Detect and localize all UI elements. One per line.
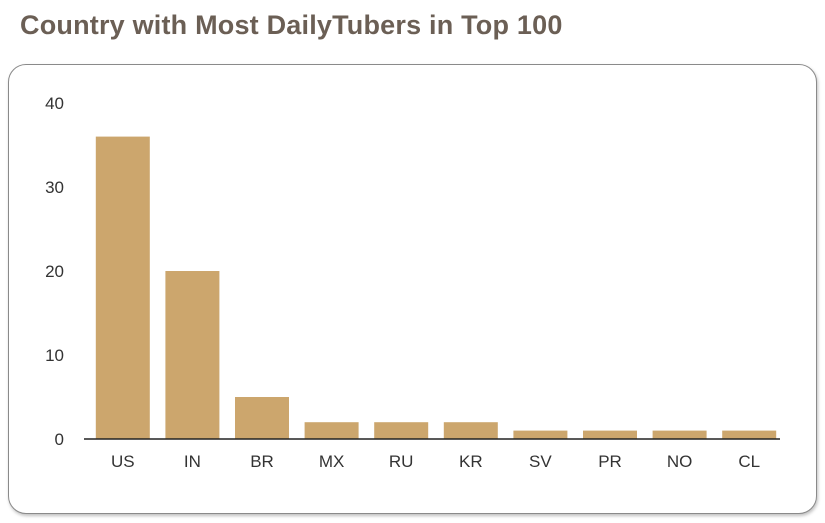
bar-us[interactable] xyxy=(95,136,150,439)
chart-title: Country with Most DailyTubers in Top 100 xyxy=(20,10,563,40)
x-tick-label-sv: SV xyxy=(529,452,552,471)
bars-group xyxy=(95,136,777,439)
x-tick-label-cl: CL xyxy=(738,452,760,471)
x-tick-label-br: BR xyxy=(250,452,274,471)
bar-in[interactable] xyxy=(165,271,220,439)
y-tick-label: 10 xyxy=(45,346,64,365)
bar-ru[interactable] xyxy=(374,422,429,439)
x-tick-label-in: IN xyxy=(184,452,201,471)
y-tick-label: 30 xyxy=(45,178,64,197)
x-tick-label-no: NO xyxy=(667,452,693,471)
x-tick-label-us: US xyxy=(111,452,135,471)
y-tick-label: 0 xyxy=(55,430,64,449)
y-axis: 0 10 20 30 40 xyxy=(45,94,64,449)
bar-pr[interactable] xyxy=(583,430,637,439)
x-tick-label-ru: RU xyxy=(389,452,414,471)
bar-cl[interactable] xyxy=(722,430,777,439)
x-tick-label-kr: KR xyxy=(459,452,483,471)
x-tick-label-pr: PR xyxy=(598,452,622,471)
x-tick-label-mx: MX xyxy=(319,452,345,471)
bar-sv[interactable] xyxy=(513,430,568,439)
bar-kr[interactable] xyxy=(443,422,498,439)
bar-no[interactable] xyxy=(652,430,707,439)
bar-br[interactable] xyxy=(235,397,289,439)
bar-mx[interactable] xyxy=(304,422,359,439)
y-tick-label: 40 xyxy=(45,94,64,113)
y-tick-label: 20 xyxy=(45,262,64,281)
x-axis: US IN BR MX RU KR SV PR NO CL xyxy=(111,452,760,471)
